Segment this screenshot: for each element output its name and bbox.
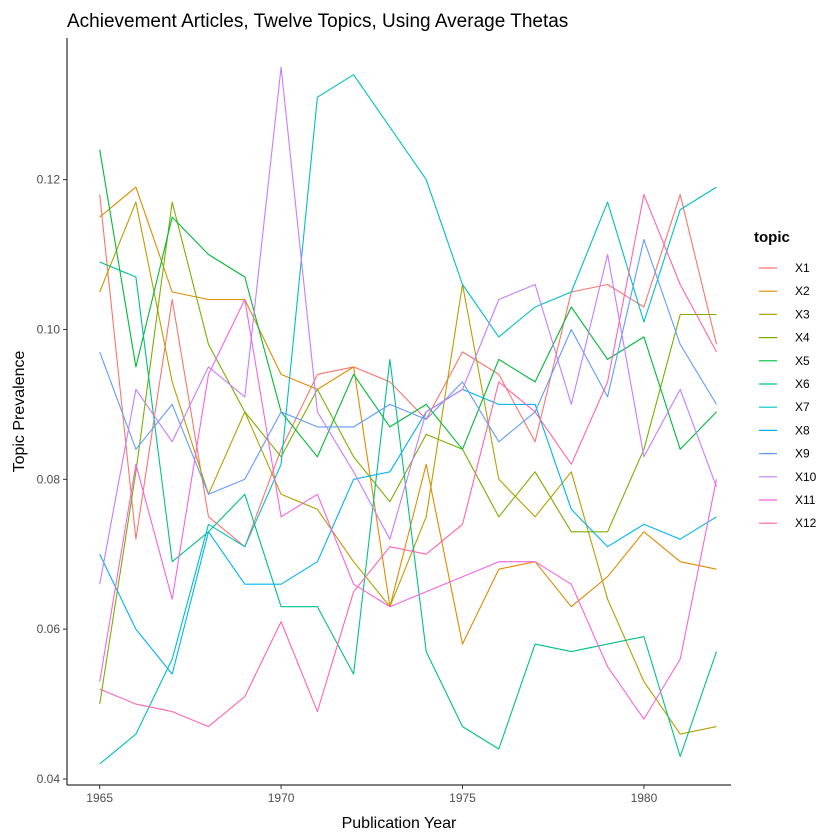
legend-item-x12: X12 [759, 516, 817, 530]
plot-area: 0.04 0.06 0.08 0.10 0.12 1965 1970 1975 1980 [37, 38, 731, 805]
legend-item-x7: X7 [759, 400, 810, 414]
legend-label: X6 [795, 377, 810, 391]
legend-label: X12 [795, 516, 817, 530]
series-line-x11 [99, 298, 718, 720]
legend-label: X4 [795, 331, 810, 345]
legend-item-x9: X9 [759, 447, 810, 461]
series-line-x10 [99, 66, 718, 585]
series-line-x5 [99, 149, 717, 458]
x-tick-label: 1970 [268, 791, 295, 805]
series-line-x3 [99, 201, 717, 735]
legend-title: topic [754, 229, 790, 246]
legend-label: X9 [795, 447, 810, 461]
series-lines [99, 66, 718, 765]
legend-label: X1 [795, 261, 810, 275]
x-tick-label: 1975 [449, 791, 476, 805]
y-tick-label: 0.12 [37, 173, 61, 187]
series-line-x2 [99, 186, 717, 645]
legend-item-x2: X2 [759, 284, 810, 298]
y-axis-title: Topic Prevalence [11, 350, 28, 472]
series-line-x6 [99, 261, 718, 758]
series-line-x7 [99, 74, 717, 765]
legend-item-x1: X1 [759, 261, 810, 275]
legend-label: X3 [795, 307, 810, 321]
legend-item-x8: X8 [759, 423, 810, 437]
legend-label: X7 [795, 400, 810, 414]
y-tick-label: 0.10 [37, 322, 61, 336]
legend: topic X1 X2 X3 X4 X5 X6 X7 X8 X9 X10 X11 X12 [754, 229, 817, 530]
x-tick-label: 1980 [631, 791, 658, 805]
x-tick-label: 1965 [86, 791, 113, 805]
y-tick-label: 0.04 [37, 772, 61, 786]
y-tick-label: 0.08 [37, 472, 61, 486]
series-line-x9 [99, 238, 717, 495]
chart-title: Achievement Articles, Twelve Topics, Usi… [67, 11, 568, 32]
legend-items: X1 X2 X3 X4 X5 X6 X7 X8 X9 X10 X11 X12 [759, 261, 817, 530]
series-line-x12 [99, 194, 717, 728]
legend-label: X2 [795, 284, 810, 298]
y-tick-label: 0.06 [37, 622, 61, 636]
legend-item-x10: X10 [759, 470, 817, 484]
legend-label: X5 [795, 354, 810, 368]
legend-item-x11: X11 [759, 493, 816, 507]
x-axis-ticks: 1965 1970 1975 1980 [86, 785, 658, 805]
series-line-x4 [99, 201, 717, 705]
legend-label: X10 [795, 470, 817, 484]
legend-item-x4: X4 [759, 331, 810, 345]
legend-label: X11 [795, 493, 816, 507]
legend-item-x5: X5 [759, 354, 810, 368]
legend-item-x3: X3 [759, 307, 810, 321]
x-axis-title: Publication Year [342, 815, 457, 832]
legend-label: X8 [795, 423, 810, 437]
legend-item-x6: X6 [759, 377, 810, 391]
series-line-x8 [99, 388, 717, 675]
y-axis-ticks: 0.04 0.06 0.08 0.10 0.12 [37, 173, 67, 786]
